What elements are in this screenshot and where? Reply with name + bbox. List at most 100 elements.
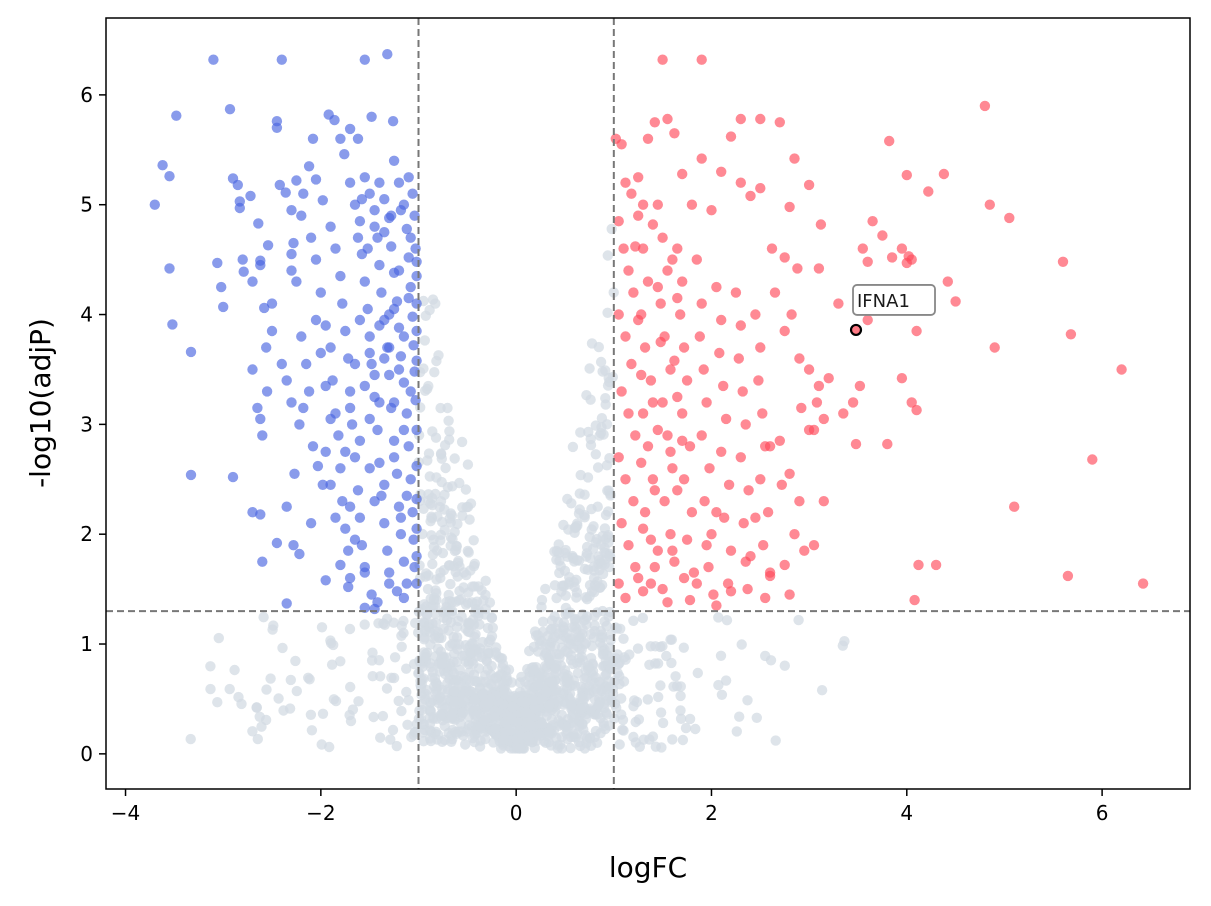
point-down [307,133,319,144]
point-ns [542,727,554,738]
x-tick-label: 0 [510,801,523,825]
point-up [786,309,797,320]
point-ns [446,736,457,747]
point-down [157,160,168,171]
point-ns [579,743,590,754]
point-down [384,342,395,353]
point-ns [385,734,396,745]
point-ns [480,670,491,681]
point-down [403,252,414,263]
point-ns [632,643,644,654]
point-up [623,408,634,419]
point-up [678,572,690,584]
point-up [620,177,631,188]
point-up [755,183,766,194]
point-down [366,358,377,370]
point-ns [713,679,724,691]
point-ns [561,728,572,739]
point-down [330,512,341,523]
point-ns [387,724,399,736]
point-down [325,342,336,353]
point-up [703,561,714,573]
point-down [149,199,160,210]
point-down [315,287,326,298]
point-up [857,243,868,254]
annotation-layer: IFNA1 [849,284,936,337]
point-up [706,205,717,216]
y-axis-label: -log10(adjP) [24,318,57,488]
point-ns [536,635,547,647]
point-up [815,219,827,230]
point-up [796,402,807,414]
point-down [305,518,317,529]
point-up [613,216,624,227]
point-ns [444,434,455,445]
point-down [280,187,291,198]
point-ns [471,710,482,721]
point-down [398,592,410,604]
point-ns [585,394,596,405]
point-up [867,216,878,227]
point-ns [449,453,460,464]
point-ns [435,710,446,721]
point-up [696,54,707,65]
point-ns [497,658,509,670]
point-ns [765,655,777,666]
point-ns [543,700,555,711]
point-ns [460,739,471,750]
point-down [212,257,223,269]
point-down [388,452,400,463]
point-down [340,325,351,337]
point-up [649,485,660,496]
point-up [633,172,644,183]
point-ns [480,733,491,745]
point-ns [590,449,601,460]
point-ns [549,546,560,557]
point-down [317,195,328,206]
point-up [613,452,624,463]
point-up [642,276,654,287]
point-ns [421,601,432,612]
point-ns [403,695,414,706]
point-ns [594,676,606,687]
point-ns [502,688,513,699]
point-down [362,303,373,315]
point-up [789,529,800,540]
point-ns [401,686,412,698]
point-ns [465,676,476,687]
point-down [343,545,354,556]
point-down [411,355,422,366]
point-up [672,243,683,254]
point-down [310,314,322,326]
point-ns [335,656,346,667]
point-down [356,194,368,205]
point-up [694,331,705,342]
point-ns [575,703,586,715]
point-ns [557,671,569,682]
point-down [320,320,331,331]
point-ns [562,647,573,658]
point-up [633,314,644,326]
point-down [325,479,336,490]
point-down [382,545,393,556]
point-ns [566,498,577,509]
point-ns [684,713,696,725]
point-up [662,430,673,441]
point-ns [420,385,431,396]
point-up [628,496,639,507]
point-down [393,322,405,333]
point-down [343,581,354,593]
point-up [618,243,629,254]
point-down [405,281,416,293]
point-ns [793,614,804,626]
point-ns [457,707,469,718]
point-ns [565,699,577,711]
point-ns [268,620,279,631]
point-up [714,347,725,359]
point-ns [265,673,276,684]
point-down [369,496,380,507]
point-down [393,177,405,188]
point-up [672,292,683,304]
point-down [310,174,322,185]
point-ns [422,647,433,658]
